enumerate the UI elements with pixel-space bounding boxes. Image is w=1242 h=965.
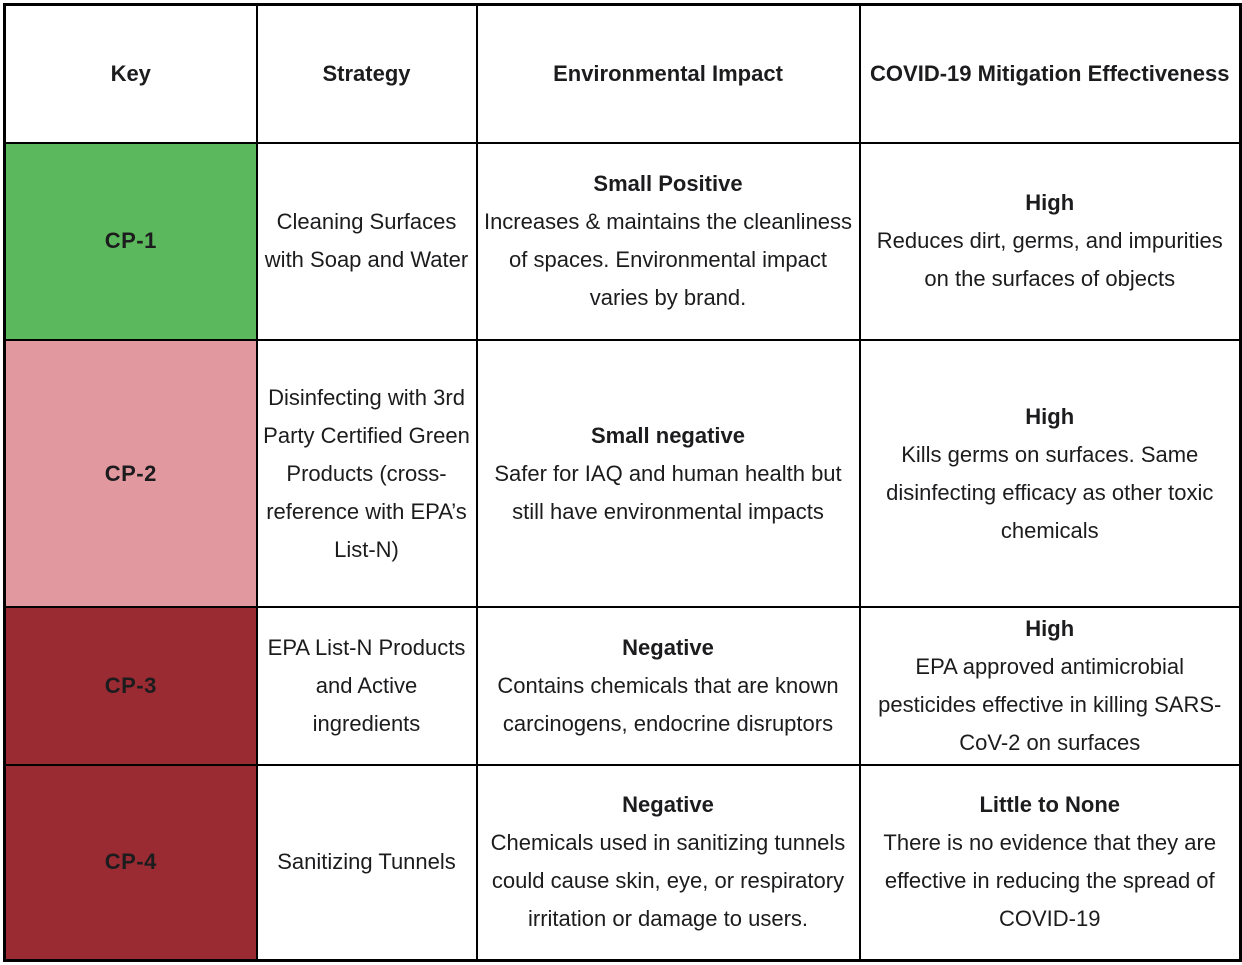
impact-rating-cp4: Negative (622, 792, 714, 818)
table-row-cp3: CP-3 EPA List-N Products and Active ingr… (3, 605, 1242, 766)
impact-cell-cp2: Small negative Safer for IAQ and human h… (475, 339, 861, 608)
impact-rating-cp3: Negative (622, 634, 714, 660)
header-key: Key (3, 3, 258, 144)
covid-description-cp1: Reduces dirt, germs, and impurities on t… (876, 228, 1223, 292)
covid-cell-cp1: High Reduces dirt, germs, and impurities… (858, 141, 1242, 342)
covid-description-cp4: There is no evidence that they are effec… (883, 830, 1217, 932)
impact-description-cp4: Chemicals used in sanitizing tunnels cou… (490, 830, 846, 932)
header-strategy: Strategy (255, 3, 478, 144)
covid-rating-cp1: High (1025, 190, 1075, 216)
strategy-cell-cp2: Disinfecting with 3rd Party Certified Gr… (255, 339, 478, 608)
covid-description-cp3: EPA approved antimicrobial pesticides ef… (878, 653, 1222, 755)
header-covid-mitigation-effectiveness: COVID-19 Mitigation Effectiveness (858, 3, 1242, 144)
impact-description-cp2: Safer for IAQ and human health but still… (494, 460, 842, 524)
impact-cell-cp1: Small Positive Increases & maintains the… (475, 141, 861, 342)
covid-rating-cp2: High (1025, 403, 1075, 429)
covid-description-cp2: Kills germs on surfaces. Same disinfecti… (886, 441, 1214, 543)
impact-cell-cp3: Negative Contains chemicals that are kno… (475, 605, 861, 766)
covid-cell-cp2: High Kills germs on surfaces. Same disin… (858, 339, 1242, 608)
impact-rating-cp1: Small Positive (593, 171, 743, 197)
impact-cell-cp4: Negative Chemicals used in sanitizing tu… (475, 763, 861, 962)
strategy-cell-cp4: Sanitizing Tunnels (255, 763, 478, 962)
impact-description-cp3: Contains chemicals that are known carcin… (497, 672, 839, 736)
key-cell-cp1: CP-1 (3, 141, 258, 342)
key-cell-cp4: CP-4 (3, 763, 258, 962)
strategy-cell-cp3: EPA List-N Products and Active ingredien… (255, 605, 478, 766)
covid-rating-cp4: Little to None (979, 792, 1121, 818)
covid-rating-cp3: High (1025, 615, 1075, 641)
strategies-comparison-table: Key Strategy Environmental Impact COVID-… (3, 3, 1242, 962)
key-cell-cp3: CP-3 (3, 605, 258, 766)
covid-cell-cp4: Little to None There is no evidence that… (858, 763, 1242, 962)
impact-description-cp1: Increases & maintains the cleanliness of… (483, 209, 853, 311)
table-row-cp2: CP-2 Disinfecting with 3rd Party Certifi… (3, 339, 1242, 608)
key-cell-cp2: CP-2 (3, 339, 258, 608)
impact-rating-cp2: Small negative (590, 422, 746, 448)
table-row-cp4: CP-4 Sanitizing Tunnels Negative Chemica… (3, 763, 1242, 962)
header-row: Key Strategy Environmental Impact COVID-… (3, 3, 1242, 144)
header-environmental-impact: Environmental Impact (475, 3, 861, 144)
strategy-cell-cp1: Cleaning Surfaces with Soap and Water (255, 141, 478, 342)
table-row-cp1: CP-1 Cleaning Surfaces with Soap and Wat… (3, 141, 1242, 342)
covid-cell-cp3: High EPA approved antimicrobial pesticid… (858, 605, 1242, 766)
